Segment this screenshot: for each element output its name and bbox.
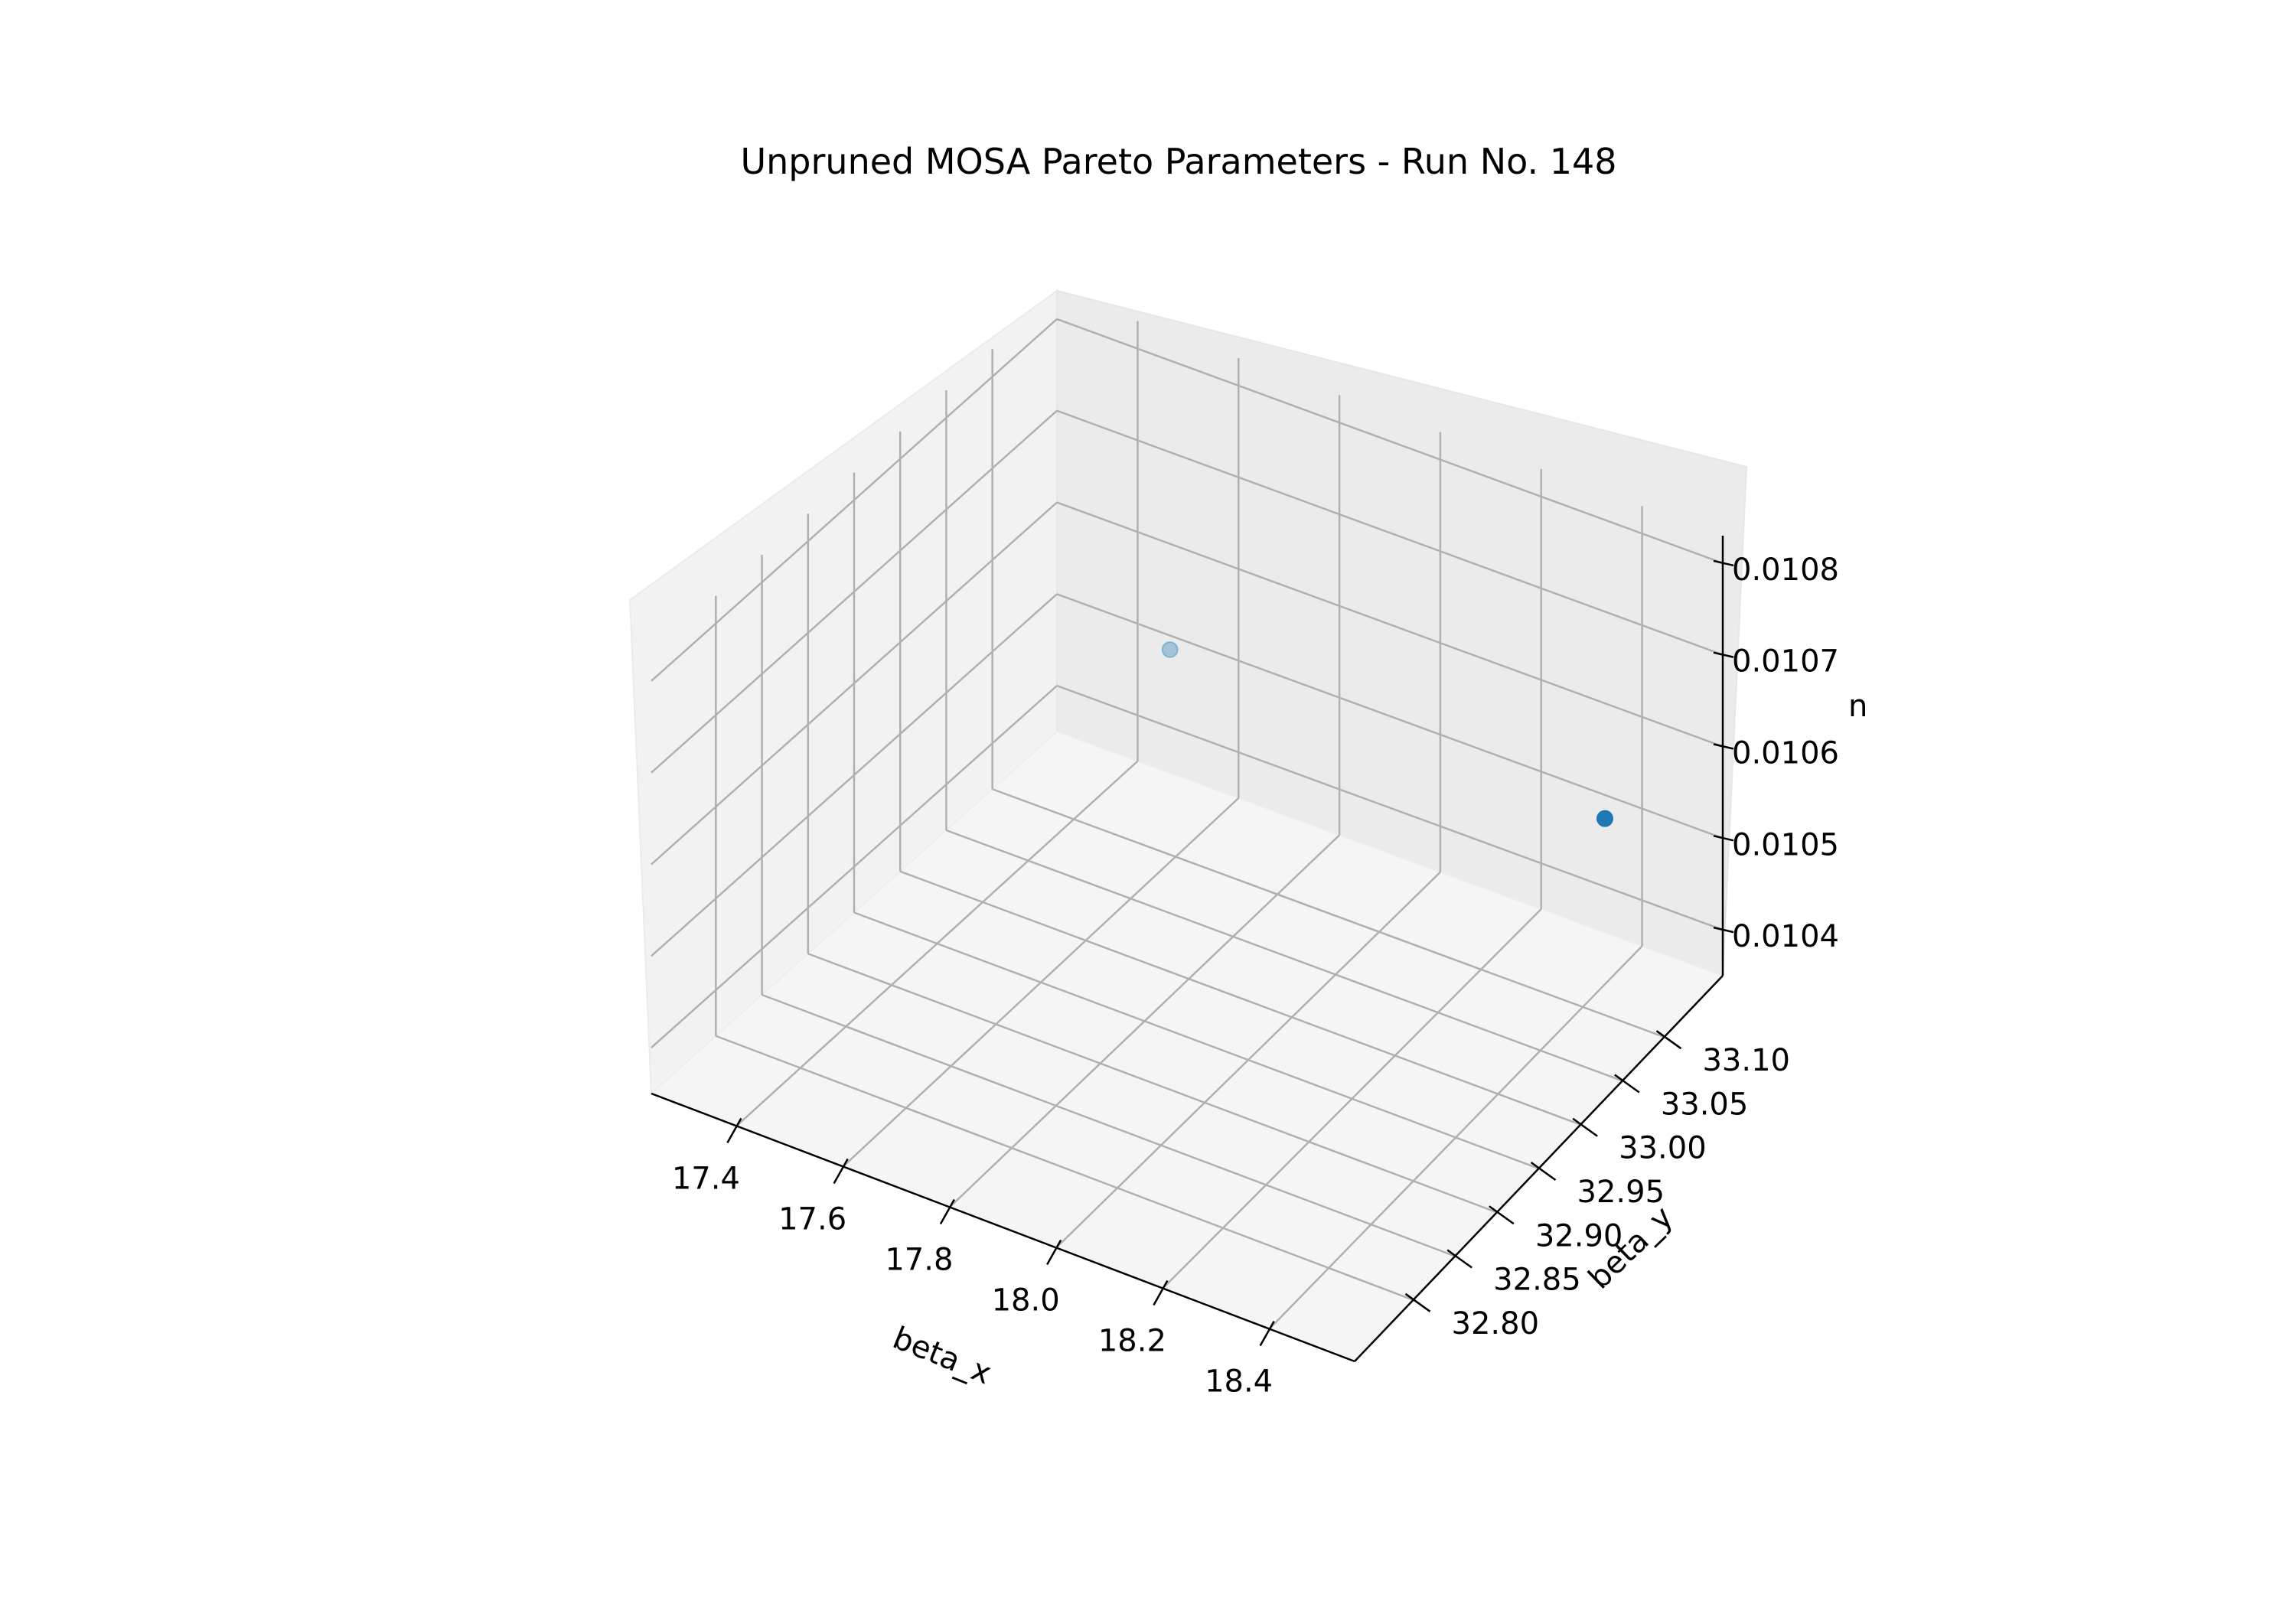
z-tick (1713, 559, 1734, 567)
x-tick-label: 18.4 (1205, 1364, 1273, 1400)
y-gridline (762, 993, 1456, 1257)
y-tick-label: 32.90 (1535, 1218, 1623, 1253)
z-gridline (1056, 501, 1724, 748)
y-tick-label: 33.00 (1619, 1131, 1707, 1166)
y-gridline (899, 870, 1581, 1126)
tick-marks (726, 559, 1734, 1347)
z-tick-label: 0.0104 (1732, 919, 1839, 954)
z-tick-label: 0.0108 (1732, 553, 1839, 588)
z-tick (1713, 835, 1734, 842)
x-tick-label: 17.8 (885, 1242, 953, 1277)
x-tick-label: 17.6 (778, 1201, 846, 1237)
y-tick (1404, 1292, 1431, 1312)
scatter-points (1161, 641, 1613, 827)
y-tick-label: 32.95 (1577, 1175, 1665, 1210)
x-tick (939, 1198, 955, 1225)
y-gridline (807, 953, 1498, 1214)
z-tick-label: 0.0107 (1732, 644, 1839, 680)
y-tick (1489, 1205, 1515, 1225)
y-tick (1530, 1161, 1557, 1182)
gridlines (651, 318, 1724, 1330)
z-gridline (651, 593, 1058, 957)
x-tick (1153, 1279, 1169, 1306)
z-gridline (1056, 593, 1724, 839)
z-tick (1713, 743, 1734, 750)
y-tick (1572, 1117, 1598, 1137)
y-tick-label: 33.05 (1661, 1087, 1749, 1122)
chart-title: Unpruned MOSA Pareto Parameters - Run No… (740, 141, 1616, 182)
x-axis-label: beta_x (888, 1321, 996, 1392)
x-tick-label: 18.2 (1098, 1324, 1166, 1359)
y-tick-label: 33.10 (1702, 1043, 1790, 1078)
y-gridline (992, 788, 1665, 1038)
scatter-point (1161, 641, 1179, 658)
x-tick-label: 17.4 (672, 1161, 740, 1196)
x-tick (726, 1117, 742, 1144)
z-tick (1713, 926, 1734, 934)
y-tick-label: 32.85 (1493, 1263, 1581, 1298)
z-tick (1713, 651, 1734, 658)
y-tick-label: 32.80 (1452, 1306, 1540, 1341)
y-gridline (715, 1035, 1414, 1301)
z-gridline (1056, 684, 1724, 931)
scatter-point (1596, 810, 1613, 827)
z-gridline (1056, 318, 1724, 565)
z-gridline (1056, 409, 1724, 656)
y-tick (1614, 1074, 1640, 1094)
y-gridline (946, 829, 1623, 1082)
z-gridline (651, 501, 1058, 865)
z-gridline (651, 318, 1058, 682)
y-tick (1446, 1249, 1473, 1269)
x-tick-label: 18.0 (992, 1283, 1060, 1319)
z-gridline (651, 409, 1058, 774)
x-tick (1046, 1239, 1062, 1266)
z-tick-label: 0.0106 (1732, 736, 1839, 771)
y-gridline (853, 911, 1539, 1170)
z-gridline (651, 685, 1058, 1049)
x-tick (833, 1158, 849, 1185)
tick-labels: 17.4 17.6 17.8 18.0 18.2 18.4 32.80 32.85 32.90 3… (672, 553, 1839, 1400)
y-tick (1655, 1030, 1682, 1050)
z-tick-label: 0.0105 (1732, 827, 1839, 862)
x-axis-line (651, 1092, 1355, 1363)
z-axis-label: n (1848, 689, 1867, 724)
x-tick (1259, 1320, 1275, 1347)
